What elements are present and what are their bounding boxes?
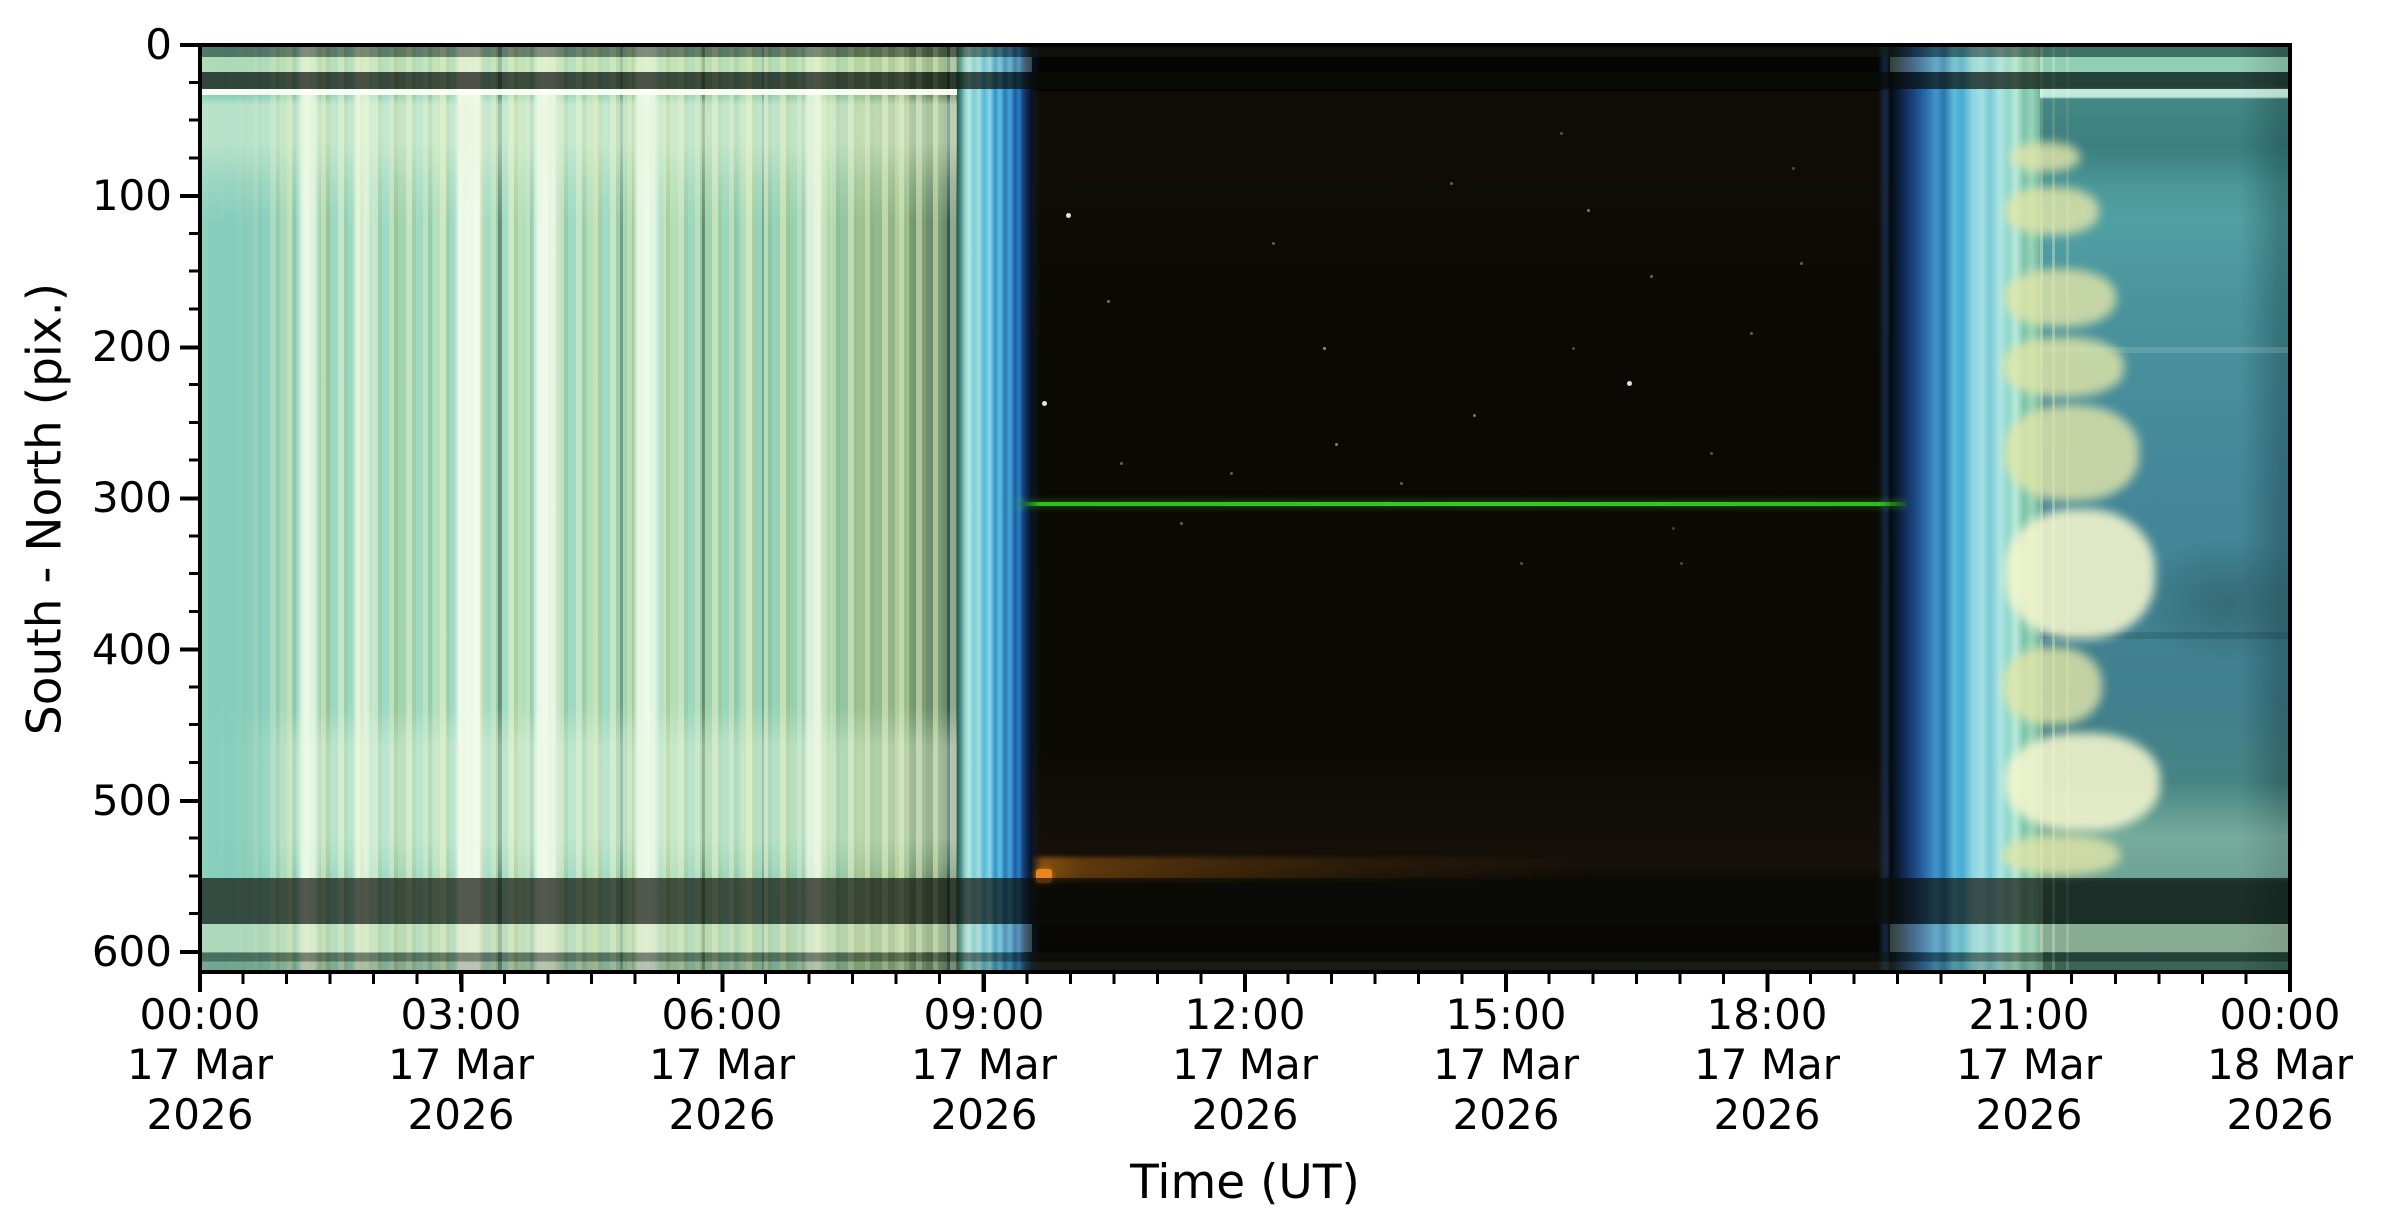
x-tick-date: 17 Mar (1432, 1040, 1580, 1089)
x-tick-label: 09:00 17 Mar 2026 (864, 990, 1104, 1140)
cloud-blob (2005, 733, 2160, 831)
x-tick-year: 2026 (1191, 1090, 1299, 1139)
night-region (1032, 47, 1890, 970)
daylight-region (202, 47, 957, 970)
x-tick-date: 18 Mar (2206, 1040, 2354, 1089)
x-tick-label: 15:00 17 Mar 2026 (1386, 990, 1626, 1140)
y-tick-label: 0 (145, 20, 172, 69)
x-tick-date: 17 Mar (387, 1040, 535, 1089)
x-tick-time: 00:00 (2219, 990, 2341, 1039)
x-tick-label: 21:00 17 Mar 2026 (1909, 990, 2149, 1140)
x-tick-year: 2026 (668, 1090, 776, 1139)
x-tick-time: 12:00 (1184, 990, 1306, 1039)
x-tick-time: 21:00 (1968, 990, 2090, 1039)
x-tick-label: 06:00 17 Mar 2026 (602, 990, 842, 1140)
y-tick-label: 500 (91, 776, 172, 825)
x-tick-date: 17 Mar (1171, 1040, 1319, 1089)
x-axis-minor-ticks (198, 974, 2294, 984)
x-axis-title: Time (UT) (1130, 1155, 1360, 1210)
x-tick-year: 2026 (1452, 1090, 1560, 1139)
x-tick-time: 03:00 (400, 990, 522, 1039)
x-tick-label: 12:00 17 Mar 2026 (1125, 990, 1365, 1140)
x-tick-time: 15:00 (1445, 990, 1567, 1039)
x-tick-year: 2026 (2226, 1090, 2334, 1139)
x-tick-time: 09:00 (923, 990, 1045, 1039)
evening-twilight-region (1890, 47, 2040, 970)
x-tick-label: 03:00 17 Mar 2026 (341, 990, 581, 1140)
x-tick-time: 00:00 (139, 990, 261, 1039)
morning-twilight-region (957, 47, 1032, 970)
cloud-blob (2010, 142, 2080, 172)
cloud-blob (2004, 269, 2116, 327)
cloud-blob (2002, 337, 2124, 397)
orange-spot (1036, 869, 1052, 883)
x-tick-label: 18:00 17 Mar 2026 (1647, 990, 1887, 1140)
y-tick-label: 400 (91, 625, 172, 674)
green-laser-line (1014, 502, 1906, 506)
cloud-blob (2004, 187, 2099, 235)
y-tick-label: 600 (91, 927, 172, 976)
y-tick-label: 300 (91, 473, 172, 522)
plot-area (202, 47, 2288, 970)
x-tick-time: 18:00 (1706, 990, 1828, 1039)
x-tick-year: 2026 (1713, 1090, 1821, 1139)
x-tick-year: 2026 (930, 1090, 1038, 1139)
x-tick-year: 2026 (1975, 1090, 2083, 1139)
x-tick-label: 00:00 18 Mar 2026 (2170, 990, 2390, 1140)
x-tick-date: 17 Mar (648, 1040, 796, 1089)
y-tick-label: 100 (91, 171, 172, 220)
x-tick-date: 17 Mar (910, 1040, 1058, 1089)
star-field (1032, 47, 1035, 50)
cloud-blob (2002, 835, 2120, 875)
y-tick-label: 200 (91, 322, 172, 371)
x-tick-date: 17 Mar (1693, 1040, 1841, 1089)
cloud-blob (2004, 405, 2139, 501)
x-tick-label: 00:00 17 Mar 2026 (80, 990, 320, 1140)
cloud-blob (2005, 509, 2155, 639)
x-tick-year: 2026 (407, 1090, 515, 1139)
y-axis-title: South - North (pix.) (17, 282, 73, 736)
x-tick-year: 2026 (146, 1090, 254, 1139)
y-axis-minor-ticks (189, 43, 198, 972)
orange-horizon-glow (1032, 857, 1592, 881)
x-tick-time: 06:00 (661, 990, 783, 1039)
x-tick-date: 17 Mar (1955, 1040, 2103, 1089)
cloud-blob (2002, 647, 2102, 725)
x-tick-date: 17 Mar (126, 1040, 274, 1089)
